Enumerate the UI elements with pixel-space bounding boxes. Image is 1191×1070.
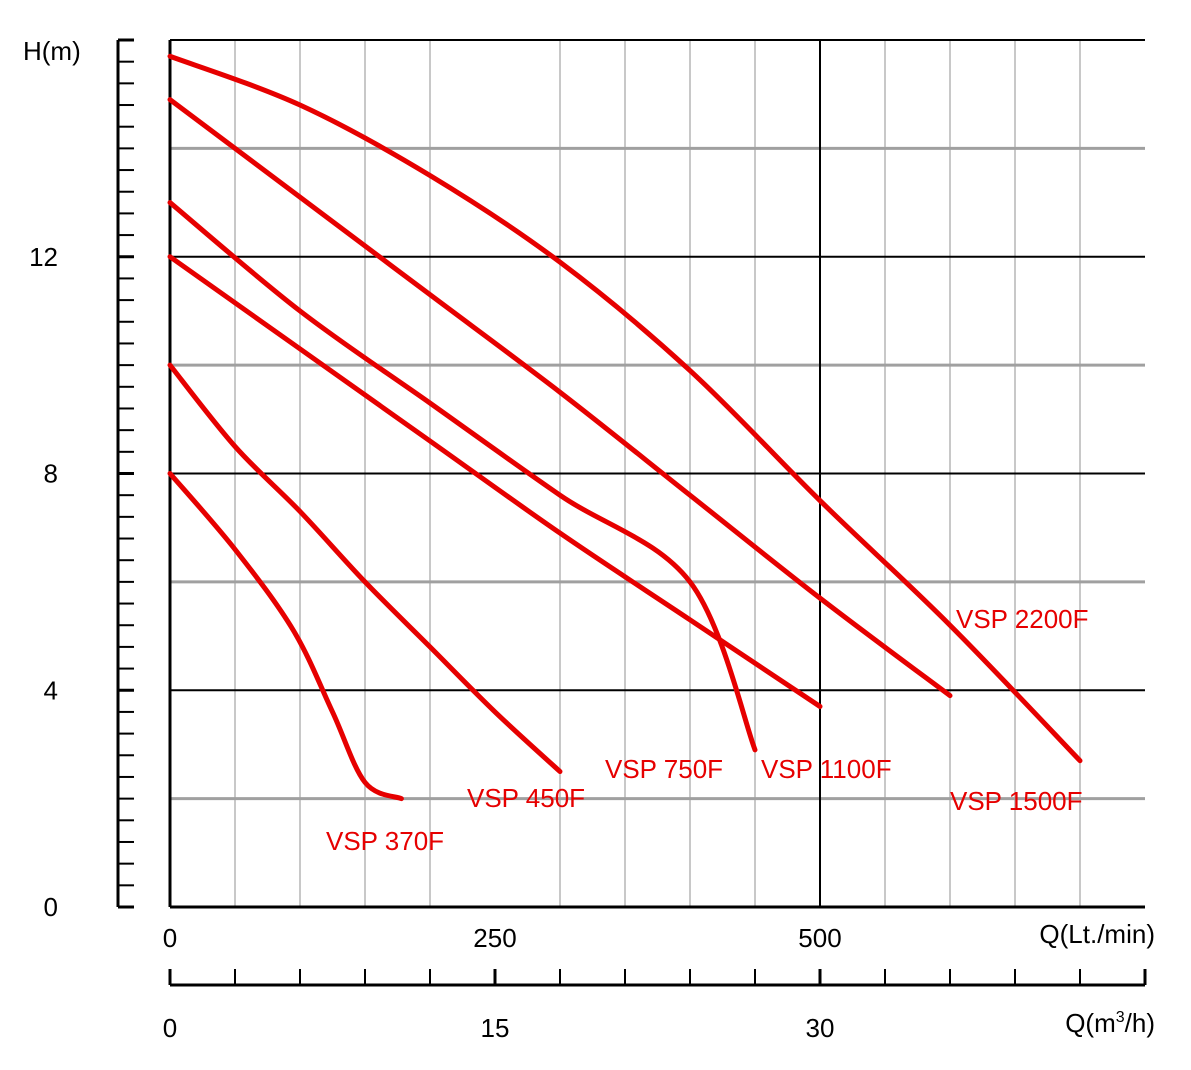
curve-labels: VSP 370F VSP 450F VSP 750F VSP 1100F VSP… [326, 604, 1089, 856]
curve-vsp-1500f [167, 97, 953, 699]
x-primary-tick-label: 250 [473, 923, 516, 953]
curve-vsp-2200f [167, 53, 1083, 764]
curve-vsp-750f [167, 254, 823, 710]
x-secondary-tick-label: 30 [806, 1013, 835, 1043]
y-axis-title: H(m) [23, 36, 81, 66]
curve-label-vsp-1100f: VSP 1100F [761, 754, 892, 784]
x-axis-m3-per-h: 0 15 30 [163, 969, 1147, 1043]
curve-label-vsp-450f: VSP 450F [467, 783, 585, 813]
x-primary-tick-label: 500 [798, 923, 841, 953]
pump-curves [167, 53, 1083, 802]
x-axis-lt-per-min: 0 250 500 [163, 923, 842, 953]
curve-label-vsp-750f: VSP 750F [605, 754, 723, 784]
y-tick-label: 12 [29, 242, 58, 272]
x-secondary-tick-label: 15 [481, 1013, 510, 1043]
curve-label-vsp-370f: VSP 370F [326, 826, 444, 856]
curve-vsp-370f [167, 471, 404, 802]
x-secondary-tick-label: 0 [163, 1013, 177, 1043]
x-primary-tick-label: 0 [163, 923, 177, 953]
y-tick-label: 4 [44, 675, 58, 705]
y-tick-label: 8 [44, 459, 58, 489]
curve-label-vsp-1500f: VSP 1500F [950, 786, 1083, 816]
x-axis-secondary-title: Q(m3/h) [1065, 1008, 1155, 1038]
x-axis-primary-title: Q(Lt./min) [1039, 919, 1155, 949]
curve-label-vsp-2200f: VSP 2200F [956, 604, 1089, 634]
y-tick-label: 0 [44, 892, 58, 922]
curve-vsp-1100f [167, 200, 758, 753]
curve-vsp-450f [167, 362, 563, 775]
y-axis: 0 4 8 12 [29, 38, 134, 922]
